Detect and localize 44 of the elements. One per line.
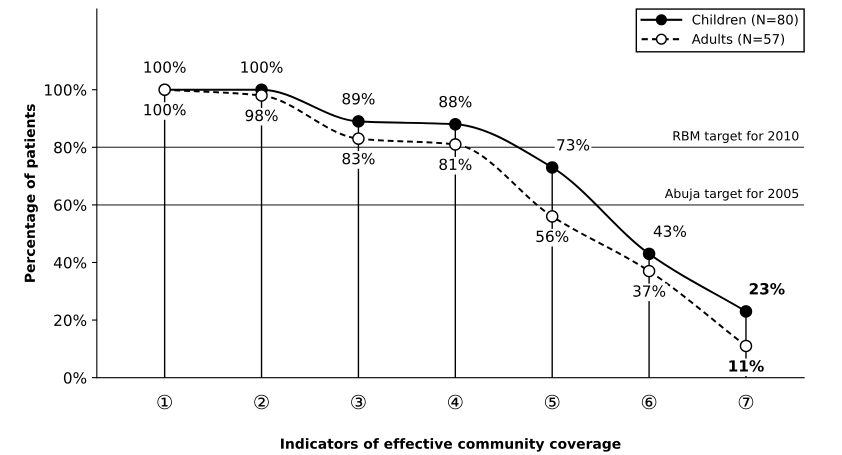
point bbox=[255, 89, 268, 102]
data-label: 100% bbox=[144, 104, 186, 116]
x-tick-label: ⑤ bbox=[544, 394, 560, 410]
point bbox=[449, 138, 462, 151]
data-label: 73% bbox=[557, 139, 590, 151]
ref-line-label: Abuja target for 2005 bbox=[664, 188, 798, 201]
data-label: 56% bbox=[536, 230, 568, 242]
point bbox=[449, 118, 462, 131]
point bbox=[642, 264, 656, 278]
point bbox=[546, 210, 558, 223]
data-label: 100% bbox=[144, 61, 186, 73]
x-tick-label: ⑥ bbox=[642, 394, 656, 410]
point bbox=[740, 305, 752, 318]
point bbox=[642, 248, 656, 260]
x-tick-label: ① bbox=[157, 394, 172, 410]
point bbox=[740, 340, 752, 352]
legend-label: Children (N=80) bbox=[692, 14, 798, 26]
x-tick-label: ③ bbox=[351, 394, 366, 410]
y-tick-label: 0% bbox=[64, 372, 86, 384]
data-label: 81% bbox=[439, 158, 472, 170]
point bbox=[352, 115, 365, 128]
y-tick-label: 80% bbox=[54, 142, 86, 154]
data-label: 11% bbox=[729, 360, 764, 372]
data-label: 43% bbox=[654, 225, 686, 237]
x-tick-label: ② bbox=[254, 394, 269, 410]
x-axis-title: Indicators of effective community coverage bbox=[281, 438, 620, 452]
legend-label: Adults (N=57) bbox=[692, 34, 784, 46]
y-tick-label: 40% bbox=[54, 256, 86, 268]
data-label: 100% bbox=[241, 61, 283, 73]
data-label: 89% bbox=[342, 92, 375, 105]
y-tick-label: 100% bbox=[45, 84, 86, 96]
data-label: 83% bbox=[342, 152, 375, 164]
y-tick-label: 60% bbox=[54, 199, 86, 211]
x-tick-label: ⑦ bbox=[738, 394, 754, 410]
data-label: 23% bbox=[750, 283, 785, 295]
x-tick-label: ④ bbox=[448, 394, 463, 410]
data-label: 88% bbox=[439, 96, 472, 108]
point bbox=[352, 132, 365, 145]
ref-line-label: RBM target for 2010 bbox=[674, 130, 798, 143]
point bbox=[546, 161, 558, 174]
y-tick-label: 20% bbox=[54, 314, 86, 326]
y-axis-title: Percentage of patients bbox=[24, 104, 38, 282]
data-label: 98% bbox=[246, 110, 278, 122]
data-label: 37% bbox=[633, 285, 666, 297]
